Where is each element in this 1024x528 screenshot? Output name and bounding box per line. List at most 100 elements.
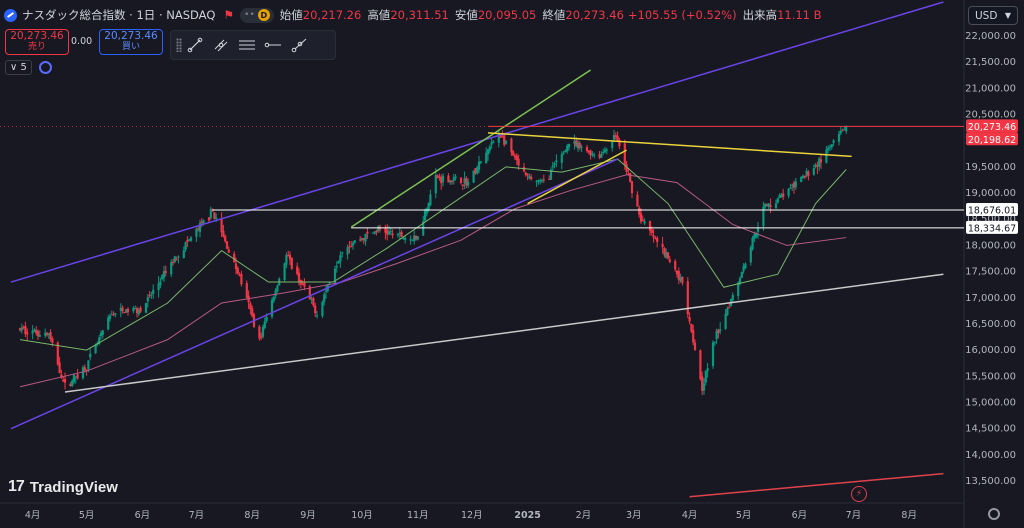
candle-body — [636, 194, 639, 207]
spread-value: 0.00 — [71, 36, 93, 47]
x-tick-label: 4月 — [682, 510, 698, 521]
candle-body — [767, 203, 770, 208]
candle-body — [62, 379, 65, 382]
candle-body — [195, 228, 198, 237]
x-tick-label: 11月 — [407, 510, 429, 521]
candle-body — [702, 383, 706, 391]
candle-body — [522, 166, 526, 172]
candle-body — [346, 247, 349, 255]
gear-icon[interactable] — [988, 508, 1000, 520]
candle-body — [108, 316, 112, 319]
candle-body — [222, 230, 225, 237]
buy-price: 20,273.46 — [104, 30, 158, 42]
candle-body — [287, 255, 290, 257]
candle-body — [98, 337, 101, 344]
candle-body — [173, 256, 176, 263]
candle-body — [762, 206, 765, 227]
indicator-eye-icon[interactable] — [38, 61, 52, 74]
symbol-header: ナスダック総合指数 · 1日 · NASDAQ ⚑ •• D 始値 20,217.… — [4, 6, 822, 24]
trend-line[interactable] — [527, 149, 627, 205]
trend-line-tool-icon[interactable] — [182, 32, 208, 58]
candle-body — [396, 233, 400, 236]
candle-body — [726, 308, 729, 316]
lightning-icon[interactable]: ⚡ — [851, 486, 867, 502]
y-tick-label: 14,500.00 — [965, 424, 1016, 435]
tradingview-logo[interactable]: 17 TradingView — [8, 478, 118, 496]
x-tick-label: 8月 — [244, 510, 260, 521]
candle-body — [76, 374, 79, 379]
parallel-channel-tool-icon[interactable] — [208, 32, 234, 58]
drag-handle-icon[interactable] — [176, 38, 182, 52]
candle-body — [290, 257, 293, 269]
buy-button[interactable]: 20,273.46 買い — [99, 29, 163, 55]
candle-body — [249, 303, 252, 310]
trend-line[interactable] — [487, 132, 852, 158]
candle-body — [704, 370, 707, 383]
candle-body — [423, 210, 427, 221]
candle-body — [776, 198, 779, 203]
candle-body — [63, 378, 67, 383]
volume-value: 11.11 B — [777, 8, 822, 22]
sell-button[interactable]: 20,273.46 売り — [5, 29, 69, 55]
candle-body — [600, 154, 603, 158]
candle-body — [308, 286, 311, 300]
y-tick-label: 22,000.00 — [965, 31, 1016, 42]
candle-body — [463, 178, 466, 184]
candle-body — [765, 204, 769, 207]
channel-line[interactable] — [10, 1, 944, 283]
price-tag — [966, 132, 1018, 146]
trend-line[interactable] — [689, 472, 944, 498]
candle-body — [711, 342, 715, 366]
candle-body — [58, 362, 61, 374]
candle-body — [587, 151, 590, 153]
candle-body — [459, 177, 463, 183]
flag-icon[interactable]: ⚑ — [223, 8, 235, 22]
indicator-count[interactable]: ∨ 5 — [5, 60, 32, 75]
candle-body — [452, 177, 455, 181]
candle-body — [312, 298, 315, 306]
candle-body — [51, 338, 54, 343]
candle-body — [679, 277, 682, 281]
candle-body — [663, 248, 666, 256]
candle-body — [391, 233, 394, 236]
trend-line[interactable] — [64, 273, 944, 393]
candle-body — [575, 140, 578, 147]
currency-selector[interactable]: USD ▼ — [968, 6, 1018, 25]
candle-body — [818, 158, 821, 167]
candle-body — [567, 143, 571, 148]
x-tick-label: 4月 — [25, 510, 41, 521]
candle-body — [288, 254, 292, 260]
candle-body — [328, 282, 331, 284]
candle-body — [528, 176, 531, 179]
horizontal-ray-tool-icon[interactable] — [260, 32, 286, 58]
candle-body — [501, 136, 504, 138]
nasdaq-logo-icon — [4, 8, 17, 22]
trend-line[interactable] — [350, 69, 592, 228]
channel-line[interactable] — [10, 158, 618, 430]
candle-body — [184, 242, 187, 250]
candle-body — [441, 175, 445, 182]
drawing-toolbar[interactable] — [170, 30, 336, 60]
candle-body — [540, 180, 544, 182]
symbol-title[interactable]: ナスダック総合指数 · 1日 · NASDAQ — [22, 8, 216, 22]
candle-body — [526, 173, 529, 176]
horizontal-lines-tool-icon[interactable] — [234, 32, 260, 58]
candle-body — [706, 368, 709, 372]
y-tick-label: 16,000.00 — [965, 345, 1016, 356]
candle-body — [161, 275, 164, 280]
candle-body — [728, 307, 731, 309]
candle-body — [110, 314, 113, 316]
indicator-toggle[interactable]: ∨ 5 — [5, 60, 52, 75]
ray-tool-icon[interactable] — [286, 32, 312, 58]
candle-body — [499, 135, 502, 138]
candle-body — [94, 345, 97, 354]
market-status-pill[interactable]: •• D — [240, 7, 274, 23]
candle-body — [162, 271, 166, 278]
x-tick-label: 6月 — [792, 510, 808, 521]
tradingview-mark-icon: 17 — [8, 478, 25, 495]
candle-body — [742, 266, 745, 272]
candle-body — [688, 317, 691, 322]
candle-body — [429, 194, 432, 206]
candle-body — [272, 296, 275, 301]
